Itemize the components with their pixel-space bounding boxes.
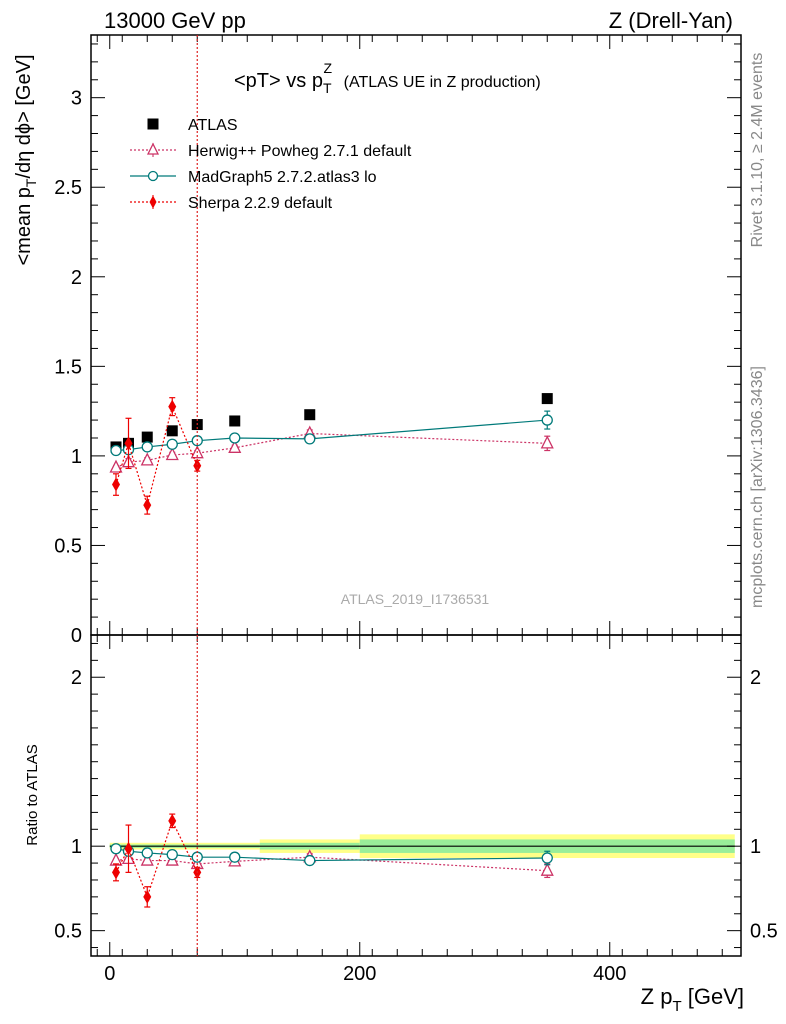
madgraph-ratio-point [304,854,316,867]
madgraph-point [166,438,178,450]
madgraph-ratio-point [229,851,241,863]
legend-marker-herwig [146,142,160,155]
main-ylabel: <mean pT/dη dϕ> [GeV] [13,54,39,265]
sherpa-ratio-point [143,889,152,904]
main-y-tick-label: 2.5 [54,177,82,199]
x-tick-label: 400 [593,963,626,985]
atlas-point [141,431,153,443]
legend-label-herwig: Herwig++ Powheg 2.7.1 default [188,143,412,160]
legend: ATLAS Herwig++ Powheg 2.7.1 default MadGra… [130,117,412,212]
main-y-tick-label: 3 [71,88,82,110]
ratio-y-tick-label-right: 2 [750,667,761,689]
plot-title: <pT> vs pTZ (ATLAS UE in Z production) [234,56,541,96]
sherpa-point [168,399,177,414]
ratio-panel: 0 200 400 0.5 0.5 1 1 2 2 [54,634,778,985]
ratio-y-tick-label-right: 0.5 [750,921,778,943]
atlas-point [304,409,316,421]
herwig-line [115,432,548,469]
madgraph-point [110,444,122,457]
ratio-frame [90,634,742,957]
main-y-tick-label: 1.5 [54,356,82,378]
madgraph-point [229,432,241,444]
legend-label-atlas: ATLAS [188,117,238,134]
madgraph-point [541,414,553,426]
herwig-point [540,435,554,449]
herwig-point [165,447,179,461]
sherpa-ratio-point [168,813,177,828]
herwig-ratio-point [140,852,154,866]
sherpa-point [143,498,152,513]
main-y-tick-label: 0.5 [54,535,82,557]
herwig-ratio-point [540,862,554,876]
header-left: 13000 GeV pp [104,8,246,33]
sherpa-ratio-point [124,841,133,856]
legend-marker-sherpa [149,195,157,209]
header-right: Z (Drell-Yan) [609,8,733,33]
xlabel-sub: T [672,998,681,1015]
sherpa-point [124,436,133,451]
madgraph-point [141,441,153,453]
herwig-ratio-line [115,856,548,872]
legend-marker-atlas [147,118,159,130]
legend-label-madgraph: MadGraph5 2.7.2.atlas3 lo [188,169,377,186]
atlas-point [541,393,553,405]
atlas-point [166,425,178,437]
atlas-point [229,415,241,427]
main-y-tick-label: 2 [71,267,82,289]
main-ylabel-sub: T [23,178,39,187]
xlabel-pre: Z p [641,984,673,1009]
analysis-watermark: ATLAS_2019_I1736531 [341,591,490,607]
ratio-y-tick-label: 0.5 [54,921,82,943]
plot-title-sup: Z [324,60,333,76]
ratio-ylabel: Ratio to ATLAS [24,744,41,845]
madgraph-point [304,433,316,445]
herwig-point [228,439,242,453]
plot-title-suffix: (ATLAS UE in Z production) [344,74,541,91]
xlabel-post: [GeV] [682,984,744,1009]
sherpa-line [115,404,198,508]
main-ylabel-pre: <mean p [13,187,35,265]
main-ylabel-post: /dη dϕ> [GeV] [13,54,35,178]
xlabel: Z pT [GeV] [641,984,744,1015]
main-y-tick-label: 0 [71,625,82,647]
sherpa-point [193,458,202,473]
plot-title-main: <pT> vs p [234,70,323,92]
ratio-y-tick-label-right: 1 [750,836,761,858]
herwig-point [140,452,154,466]
madgraph-ratio-point [541,852,553,864]
sherpa-point [112,477,120,492]
main-y-tick-label: 1 [71,446,82,468]
legend-label-sherpa: Sherpa 2.2.9 default [188,195,333,212]
legend-marker-madgraph [147,170,159,182]
mcplots-label: mcplots.cern.ch [arXiv:1306.3436] [749,366,766,608]
sherpa-ratio-line [115,819,198,899]
rivet-label: Rivet 3.1.10, ≥ 2.4M events [749,53,766,248]
sherpa-ratio-point [112,865,120,880]
ratio-y-tick-label: 2 [71,667,82,689]
herwig-point [109,459,123,473]
ratio-y-tick-label: 1 [71,836,82,858]
madgraph-line [115,419,548,452]
x-tick-label: 200 [343,963,376,985]
x-tick-label: 0 [104,963,115,985]
madgraph-ratio-point [141,847,153,859]
plot-title-sub: T [323,80,332,96]
madgraph-ratio-point [110,843,122,855]
madgraph-ratio-point [166,848,178,861]
